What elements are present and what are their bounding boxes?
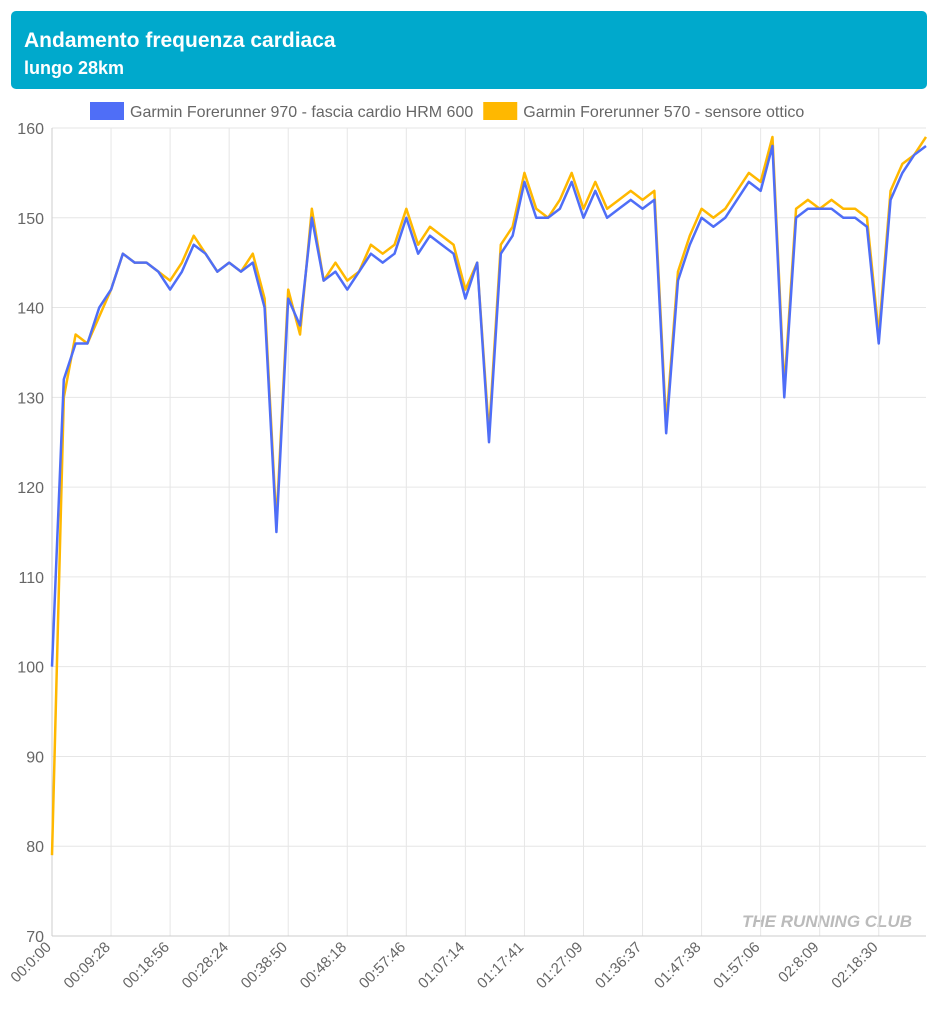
x-tick-label: 00:28:24 <box>179 939 232 992</box>
legend-label: Garmin Forerunner 970 - fascia cardio HR… <box>130 104 473 121</box>
y-tick-label: 160 <box>17 121 44 138</box>
watermark: THE RUNNING CLUB <box>742 912 912 931</box>
chart-subtitle: lungo 28km <box>24 58 124 78</box>
y-tick-label: 90 <box>26 749 44 766</box>
x-tick-label: 01:17:41 <box>474 939 527 992</box>
chart-title: Andamento frequenza cardiaca <box>24 29 336 52</box>
legend-label: Garmin Forerunner 570 - sensore ottico <box>523 104 804 121</box>
y-tick-label: 100 <box>17 660 44 677</box>
x-tick-label: 02:18:30 <box>828 939 881 992</box>
legend-swatch <box>90 102 124 120</box>
x-tick-label: 02:8:09 <box>775 939 822 986</box>
x-tick-label: 01:36:37 <box>592 939 645 992</box>
y-tick-label: 70 <box>26 929 44 946</box>
x-tick-label: 00:38:50 <box>238 939 291 992</box>
y-tick-label: 120 <box>17 480 44 497</box>
x-tick-label: 01:57:06 <box>710 939 763 992</box>
x-tick-label: 01:07:14 <box>415 939 468 992</box>
x-tick-label: 00:18:56 <box>120 939 173 992</box>
legend-swatch <box>483 102 518 120</box>
y-tick-label: 150 <box>17 211 44 228</box>
x-tick-label: 00:48:18 <box>297 939 350 992</box>
y-tick-label: 130 <box>17 390 44 407</box>
x-tick-label: 00:09:28 <box>61 939 114 992</box>
x-tick-label: 01:27:09 <box>533 939 586 992</box>
x-tick-label: 00:57:46 <box>356 939 409 992</box>
y-tick-label: 110 <box>18 570 44 587</box>
y-tick-label: 80 <box>26 839 44 856</box>
series-line <box>50 144 927 667</box>
x-tick-label: 01:47:38 <box>651 939 704 992</box>
title-banner <box>11 11 927 89</box>
y-tick-label: 140 <box>17 301 44 318</box>
